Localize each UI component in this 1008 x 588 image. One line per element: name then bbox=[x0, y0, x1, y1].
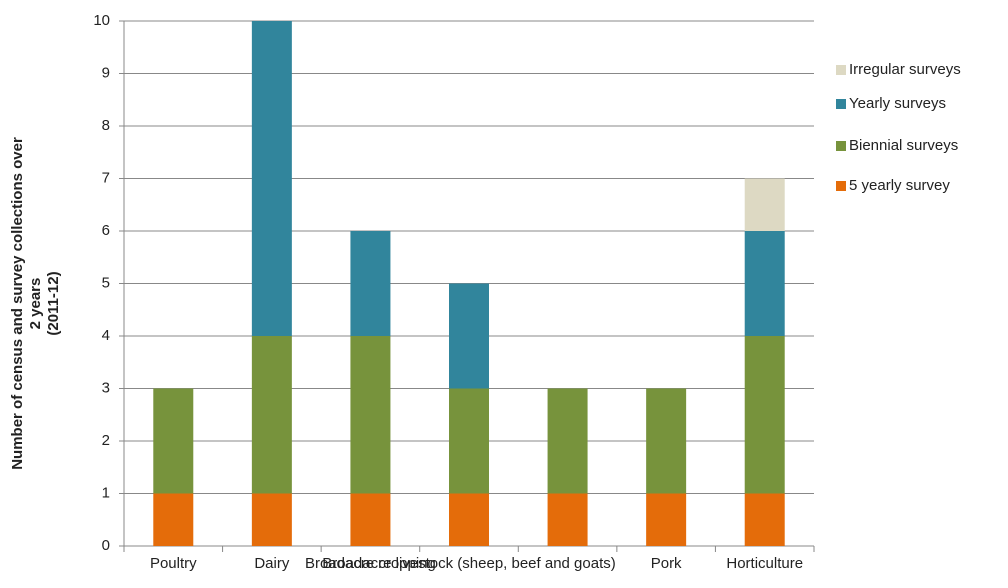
y-axis-title: Number of census and survey collections … bbox=[9, 137, 62, 470]
x-tick-label: Horticulture bbox=[726, 555, 803, 572]
bar-segment bbox=[744, 178, 785, 231]
bar-segment bbox=[646, 388, 687, 494]
bar-segment bbox=[251, 493, 292, 546]
y-tick-label: 8 bbox=[102, 117, 110, 134]
bar-segment bbox=[251, 21, 292, 336]
legend-swatch bbox=[836, 65, 846, 75]
y-axis-title-line: 2 years bbox=[27, 278, 44, 330]
bar-segment bbox=[744, 336, 785, 494]
bar-segment bbox=[153, 388, 194, 494]
legend-swatch bbox=[836, 99, 846, 109]
y-axis-title-line: Number of census and survey collections … bbox=[9, 137, 26, 470]
bar-segment bbox=[350, 336, 391, 494]
x-tick-label: Broadacre cropping bbox=[305, 555, 436, 572]
bar-segment bbox=[547, 388, 588, 494]
bar-segment bbox=[547, 493, 588, 546]
y-tick-label: 10 bbox=[93, 12, 110, 29]
y-tick-label: 3 bbox=[102, 379, 110, 396]
y-tick-label: 4 bbox=[102, 327, 110, 344]
y-tick-label: 6 bbox=[102, 222, 110, 239]
y-tick-label: 0 bbox=[102, 537, 110, 554]
y-tick-label: 2 bbox=[102, 432, 110, 449]
x-tick-label: Poultry bbox=[150, 555, 197, 572]
bar-segment bbox=[449, 283, 489, 389]
bar-segment bbox=[646, 493, 687, 546]
bar-segment bbox=[153, 493, 194, 546]
bar-segment bbox=[744, 493, 785, 546]
bar-segment bbox=[744, 231, 785, 336]
legend-label: Biennial surveys bbox=[849, 137, 958, 154]
bar-segment bbox=[350, 493, 391, 546]
bar-segment bbox=[350, 231, 391, 336]
y-axis-title-line: (2011-12) bbox=[45, 271, 62, 335]
bar-segment bbox=[449, 493, 489, 546]
x-tick-label: Broadacre livestock (sheep, beef and goa… bbox=[322, 555, 616, 572]
bar-segment bbox=[251, 336, 292, 494]
y-tick-label: 7 bbox=[102, 169, 110, 186]
legend-swatch bbox=[836, 141, 846, 151]
y-tick-label: 5 bbox=[102, 274, 110, 291]
x-tick-label: Pork bbox=[651, 555, 682, 572]
bar-segment bbox=[449, 388, 489, 494]
y-tick-label: 9 bbox=[102, 64, 110, 81]
legend-label: 5 yearly survey bbox=[849, 177, 950, 194]
y-tick-label: 1 bbox=[102, 484, 110, 501]
x-tick-label: Dairy bbox=[254, 555, 290, 572]
legend-label: Yearly surveys bbox=[849, 95, 946, 112]
legend-swatch bbox=[836, 181, 846, 191]
legend-label: Irregular surveys bbox=[849, 61, 961, 78]
